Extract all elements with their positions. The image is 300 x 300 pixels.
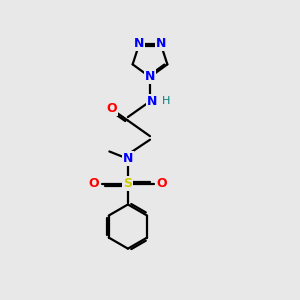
- Text: S: S: [123, 177, 132, 190]
- Text: O: O: [89, 177, 99, 190]
- Text: N: N: [134, 38, 145, 50]
- Text: O: O: [106, 102, 117, 115]
- Text: N: N: [155, 38, 166, 50]
- Text: O: O: [157, 177, 167, 190]
- Text: N: N: [145, 70, 155, 83]
- Text: N: N: [123, 152, 133, 165]
- Text: H: H: [162, 96, 170, 106]
- Text: N: N: [147, 95, 158, 108]
